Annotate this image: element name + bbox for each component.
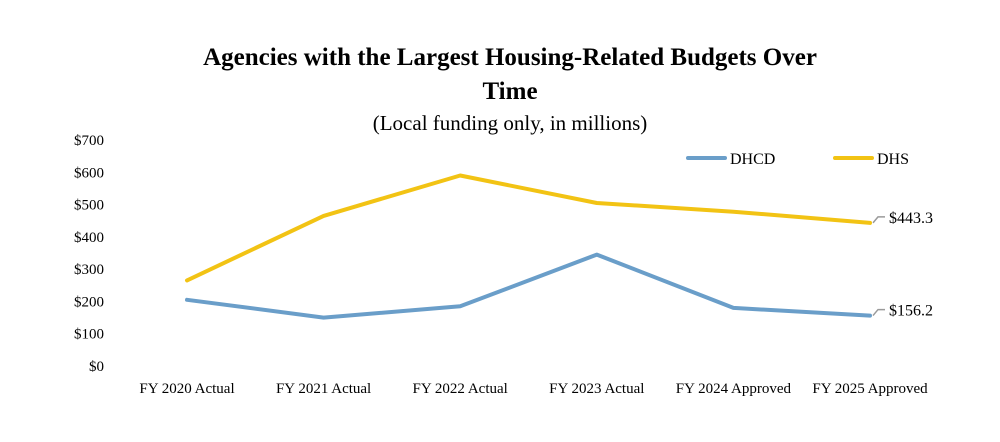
x-tick-label: FY 2022 Actual [413,381,508,397]
end-label-leader-line [872,216,885,224]
end-data-label-dhs: $443.3 [889,210,933,227]
x-tick-label: FY 2024 Approved [676,381,792,397]
y-tick-label: $500 [74,198,104,214]
x-tick-label: FY 2025 Approved [812,381,928,397]
y-tick-label: $300 [74,262,104,278]
legend-label-dhcd: DHCD [730,151,775,168]
chart-title-line2: Time [482,78,538,105]
series-line-dhs [185,173,872,283]
legend-label-dhs: DHS [877,151,909,168]
y-tick-label: $100 [74,327,104,343]
chart-subtitle: (Local funding only, in millions) [372,111,648,135]
end-label-leader-line [872,308,885,317]
series-line-dhcd [185,252,872,320]
end-data-label-dhcd: $156.2 [889,303,933,320]
y-tick-label: $200 [74,294,104,310]
x-tick-label: FY 2021 Actual [276,381,371,397]
y-tick-label: $700 [74,133,104,149]
y-tick-label: $400 [74,230,104,246]
x-tick-label: FY 2020 Actual [139,381,234,397]
y-tick-label: $0 [89,359,104,375]
x-tick-label: FY 2023 Actual [549,381,644,397]
chart-title-line1: Agencies with the Largest Housing-Relate… [203,44,817,71]
y-tick-label: $600 [74,165,104,181]
